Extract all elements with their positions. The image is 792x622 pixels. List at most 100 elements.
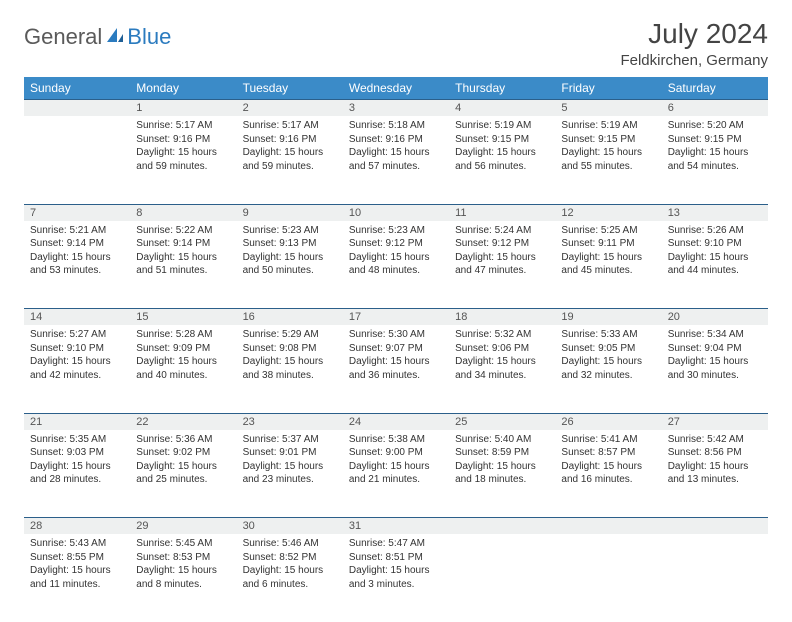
day-cell: Sunrise: 5:28 AMSunset: 9:09 PMDaylight:… [130,325,236,413]
sunrise-text: Sunrise: 5:36 AM [136,433,230,447]
sunrise-text: Sunrise: 5:42 AM [668,433,762,447]
day-cell: Sunrise: 5:26 AMSunset: 9:10 PMDaylight:… [662,221,768,309]
sunset-text: Sunset: 9:15 PM [455,133,549,147]
page-header: General Blue July 2024 Feldkirchen, Germ… [24,18,768,69]
day-cell: Sunrise: 5:23 AMSunset: 9:13 PMDaylight:… [237,221,343,309]
sunrise-text: Sunrise: 5:30 AM [349,328,443,342]
sunset-text: Sunset: 8:57 PM [561,446,655,460]
day-number: 16 [237,309,343,326]
daynum-row: 123456 [24,100,768,117]
location-label: Feldkirchen, Germany [620,52,768,69]
day-cell: Sunrise: 5:23 AMSunset: 9:12 PMDaylight:… [343,221,449,309]
sunrise-text: Sunrise: 5:22 AM [136,224,230,238]
content-row: Sunrise: 5:17 AM Sunset: 9:16 PM Daylight:… [24,116,768,204]
day-number: 7 [24,204,130,221]
day-cell [662,534,768,622]
weekday-header: Friday [555,77,661,100]
logo-text-blue: Blue [127,24,171,50]
weekday-header: Thursday [449,77,555,100]
sunrise-text: Sunrise: 5:41 AM [561,433,655,447]
sunset-text: Sunset: 8:56 PM [668,446,762,460]
day-cell: Sunrise: 5:46 AMSunset: 8:52 PMDaylight:… [237,534,343,622]
sunset-text: Sunset: 9:01 PM [243,446,337,460]
daylight-text: Daylight: 15 hours and 16 minutes. [561,460,655,487]
daynum-row: 14151617181920 [24,309,768,326]
day-cell [24,116,130,204]
day-cell: Sunrise: 5:24 AMSunset: 9:12 PMDaylight:… [449,221,555,309]
day-cell: Sunrise: 5:17 AMSunset: 9:16 PMDaylight:… [237,116,343,204]
sunrise-text: Sunrise: 5:17 AM [136,119,230,133]
content-row: Sunrise: 5:27 AMSunset: 9:10 PMDaylight:… [24,325,768,413]
day-cell: Sunrise: 5:33 AMSunset: 9:05 PMDaylight:… [555,325,661,413]
daylight-text: Daylight: 15 hours and 18 minutes. [455,460,549,487]
sunrise-text: Sunrise: 5:25 AM [561,224,655,238]
day-number: 24 [343,413,449,430]
day-number: 23 [237,413,343,430]
daylight-text: Daylight: 15 hours and 50 minutes. [243,251,337,278]
sunset-text: Sunset: 9:02 PM [136,446,230,460]
day-number: 5 [555,100,661,117]
day-cell: Sunrise: 5:35 AMSunset: 9:03 PMDaylight:… [24,430,130,518]
day-number: 18 [449,309,555,326]
day-number: 6 [662,100,768,117]
day-number: 4 [449,100,555,117]
day-number: 30 [237,518,343,535]
sunrise-text: Sunrise: 5:34 AM [668,328,762,342]
daylight-text: Daylight: 15 hours and 34 minutes. [455,355,549,382]
daylight-text: Daylight: 15 hours and 32 minutes. [561,355,655,382]
sunrise-text: Sunrise: 5:45 AM [136,537,230,551]
weekday-header: Monday [130,77,236,100]
sunset-text: Sunset: 9:08 PM [243,342,337,356]
day-number [24,100,130,117]
day-number [555,518,661,535]
title-block: July 2024 Feldkirchen, Germany [620,18,768,69]
daynum-row: 21222324252627 [24,413,768,430]
daynum-row: 78910111213 [24,204,768,221]
content-row: Sunrise: 5:21 AMSunset: 9:14 PMDaylight:… [24,221,768,309]
sunrise-text: Sunrise: 5:27 AM [30,328,124,342]
sunrise-text: Sunrise: 5:43 AM [30,537,124,551]
day-cell [555,534,661,622]
daylight-text: Daylight: 15 hours and 47 minutes. [455,251,549,278]
weekday-header: Saturday [662,77,768,100]
sunrise-text: Sunrise: 5:19 AM [455,119,549,133]
sunset-text: Sunset: 8:52 PM [243,551,337,565]
daylight-text: Daylight: 15 hours and 36 minutes. [349,355,443,382]
day-cell: Sunrise: 5:34 AMSunset: 9:04 PMDaylight:… [662,325,768,413]
sunset-text: Sunset: 9:12 PM [349,237,443,251]
sunset-text: Sunset: 9:09 PM [136,342,230,356]
sunset-text: Sunset: 8:59 PM [455,446,549,460]
daylight-text: Daylight: 15 hours and 21 minutes. [349,460,443,487]
sunset-text: Sunset: 9:10 PM [30,342,124,356]
day-cell: Sunrise: 5:42 AMSunset: 8:56 PMDaylight:… [662,430,768,518]
sunrise-text: Sunrise: 5:20 AM [668,119,762,133]
sunrise-text: Sunrise: 5:29 AM [243,328,337,342]
daylight-text: Daylight: 15 hours and 25 minutes. [136,460,230,487]
daylight-text: Daylight: 15 hours and 55 minutes. [561,146,655,173]
day-number: 14 [24,309,130,326]
sunrise-text: Sunrise: 5:26 AM [668,224,762,238]
day-number [662,518,768,535]
sunset-text: Sunset: 9:10 PM [668,237,762,251]
day-cell: Sunrise: 5:30 AMSunset: 9:07 PMDaylight:… [343,325,449,413]
daylight-text: Daylight: 15 hours and 30 minutes. [668,355,762,382]
day-cell: Sunrise: 5:43 AMSunset: 8:55 PMDaylight:… [24,534,130,622]
sunrise-text: Sunrise: 5:28 AM [136,328,230,342]
day-cell: Sunrise: 5:17 AMSunset: 9:16 PMDaylight:… [130,116,236,204]
sunset-text: Sunset: 8:53 PM [136,551,230,565]
daylight-text: Daylight: 15 hours and 42 minutes. [30,355,124,382]
day-number: 11 [449,204,555,221]
daylight-text: Daylight: 15 hours and 3 minutes. [349,564,443,591]
day-cell [449,534,555,622]
daylight-text: Daylight: 15 hours and 6 minutes. [243,564,337,591]
sunrise-text: Sunrise: 5:19 AM [561,119,655,133]
daylight-text: Daylight: 15 hours and 59 minutes. [136,146,230,173]
day-number: 22 [130,413,236,430]
day-number: 3 [343,100,449,117]
day-number: 13 [662,204,768,221]
sunset-text: Sunset: 9:16 PM [243,133,337,147]
daylight-text: Daylight: 15 hours and 56 minutes. [455,146,549,173]
logo-text-general: General [24,24,102,50]
daylight-text: Daylight: 15 hours and 51 minutes. [136,251,230,278]
sunset-text: Sunset: 9:14 PM [30,237,124,251]
